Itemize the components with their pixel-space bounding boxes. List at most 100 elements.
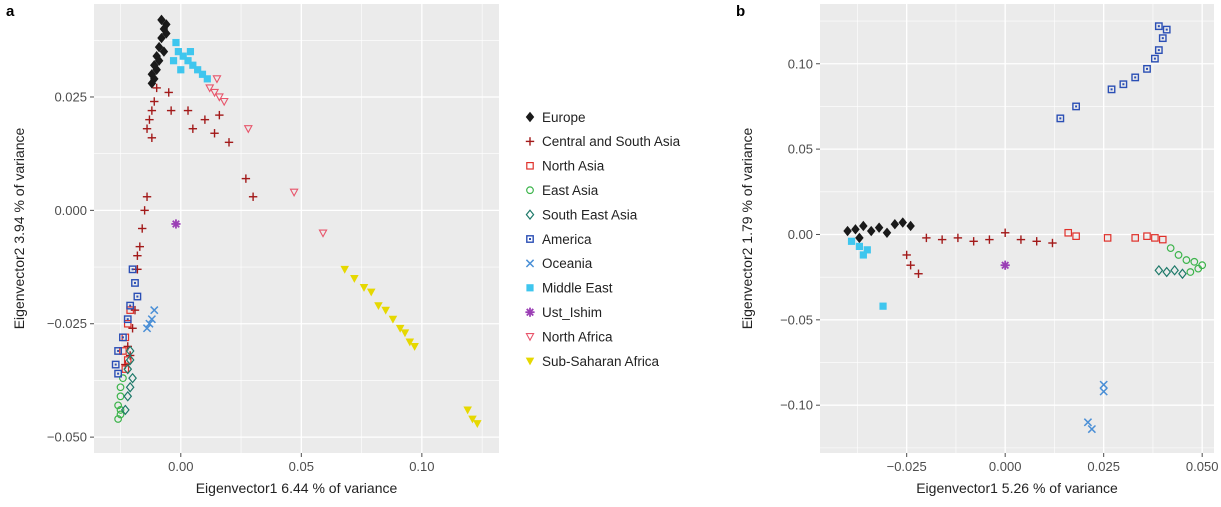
legend-marker-europe [525, 111, 535, 123]
point-middle-east [179, 52, 187, 60]
panel-b-plot: −0.025 0.000 0.025 0.050 −0.10 −0.05 0.00 0.05 0… [739, 4, 1218, 496]
point-middle-east [184, 57, 192, 65]
legend-marker-south-east-asia [525, 209, 535, 220]
point-america [1154, 46, 1163, 54]
point-central-and-south-asia [937, 235, 947, 244]
point-central-and-south-asia [138, 224, 147, 233]
point-south-east-asia [123, 390, 133, 402]
legend-label: South East Asia [542, 207, 638, 222]
legend-marker-america [526, 235, 534, 243]
point-europe [157, 32, 166, 44]
point-central-and-south-asia [248, 192, 258, 201]
panel-b-x-tick-label: 0.000 [989, 459, 1022, 474]
point-south-east-asia [125, 354, 135, 366]
point-europe [147, 78, 157, 89]
point-east-asia [114, 401, 123, 410]
legend-marker-ust-ishim [525, 307, 535, 317]
point-north-asia [1103, 234, 1112, 242]
point-south-east-asia [1178, 268, 1187, 280]
panel-a-x-tick-label: 0.05 [289, 459, 314, 474]
point-east-asia [116, 383, 125, 392]
point-north-asia [1151, 234, 1159, 242]
point-central-and-south-asia [140, 206, 149, 215]
point-central-and-south-asia [1048, 238, 1057, 248]
point-sub-saharan-africa [395, 324, 405, 333]
panel-a-plot: 0.00 0.05 0.10 −0.050 −0.025 0.000 0.025 Eigenv… [11, 4, 499, 496]
legend-marker-north-asia [526, 162, 534, 170]
panel-b-points [843, 22, 1207, 434]
point-central-and-south-asia [188, 124, 198, 133]
point-central-and-south-asia [133, 265, 142, 274]
legend-label: Central and South Asia [542, 134, 681, 149]
point-america [1056, 114, 1065, 123]
point-middle-east [847, 237, 856, 245]
point-central-and-south-asia [210, 129, 219, 138]
legend-item-america: America [526, 232, 592, 247]
point-south-east-asia [125, 345, 135, 357]
point-america [114, 347, 123, 355]
point-sub-saharan-africa [366, 288, 376, 297]
point-east-asia [116, 410, 125, 419]
point-north-asia [123, 319, 132, 328]
point-north-asia [1072, 232, 1080, 240]
point-central-and-south-asia [985, 235, 994, 244]
point-america [1150, 54, 1159, 63]
point-america [133, 292, 142, 301]
point-central-and-south-asia [142, 124, 152, 133]
legend-label: North Asia [542, 159, 605, 174]
point-oceania [1099, 380, 1108, 389]
panel-a-x-tick-label: 0.00 [168, 459, 193, 474]
point-central-and-south-asia [914, 269, 923, 278]
point-oceania [1083, 418, 1093, 427]
panel-a-y-axis-label: Eigenvector2 3.94 % of variance [11, 128, 27, 330]
legend-label: America [542, 232, 592, 247]
point-north-africa [212, 75, 222, 84]
point-sub-saharan-africa [374, 302, 383, 311]
point-east-asia [1186, 268, 1195, 276]
point-central-and-south-asia [147, 106, 157, 115]
legend-marker-east-asia [526, 186, 534, 195]
point-central-and-south-asia [150, 97, 159, 106]
point-sub-saharan-africa [381, 306, 390, 315]
point-europe [152, 64, 161, 75]
point-east-asia [114, 415, 123, 423]
point-middle-east [203, 75, 211, 83]
point-europe [874, 222, 884, 233]
point-sub-saharan-africa [405, 338, 415, 347]
point-europe [159, 46, 169, 57]
point-oceania [145, 319, 154, 328]
point-middle-east [169, 57, 178, 65]
point-middle-east [855, 242, 864, 251]
legend-label: Sub-Saharan Africa [542, 354, 660, 369]
point-middle-east [194, 66, 202, 74]
point-north-africa [318, 229, 328, 238]
point-america [1072, 102, 1081, 111]
panel-a-y-tick-label: −0.025 [47, 316, 87, 331]
point-south-east-asia [120, 404, 130, 416]
point-sub-saharan-africa [473, 420, 482, 428]
point-central-and-south-asia [152, 83, 161, 93]
panel-b-y-tick-label: 0.00 [788, 227, 813, 242]
point-america [1154, 22, 1163, 31]
point-central-and-south-asia [200, 115, 210, 124]
point-central-and-south-asia [128, 324, 137, 333]
point-north-africa [210, 88, 220, 98]
legend-item-central-and-south-asia: Central and South Asia [525, 134, 681, 149]
point-america [114, 369, 123, 378]
point-south-east-asia [1162, 266, 1172, 278]
legend-item-north-asia: North Asia [526, 159, 605, 174]
panel-b-y-tick-label: 0.05 [788, 142, 813, 157]
panel-a-background [94, 4, 499, 453]
point-north-asia [121, 365, 130, 373]
legend-item-oceania: Oceania [525, 256, 593, 271]
point-middle-east [859, 251, 867, 259]
point-america [111, 360, 120, 369]
point-europe [890, 219, 900, 230]
point-america [1131, 73, 1140, 82]
point-east-asia [119, 374, 127, 383]
point-central-and-south-asia [164, 88, 173, 97]
point-europe [162, 28, 171, 39]
point-central-and-south-asia [241, 174, 251, 183]
point-oceania [147, 315, 156, 324]
point-middle-east [186, 48, 195, 56]
